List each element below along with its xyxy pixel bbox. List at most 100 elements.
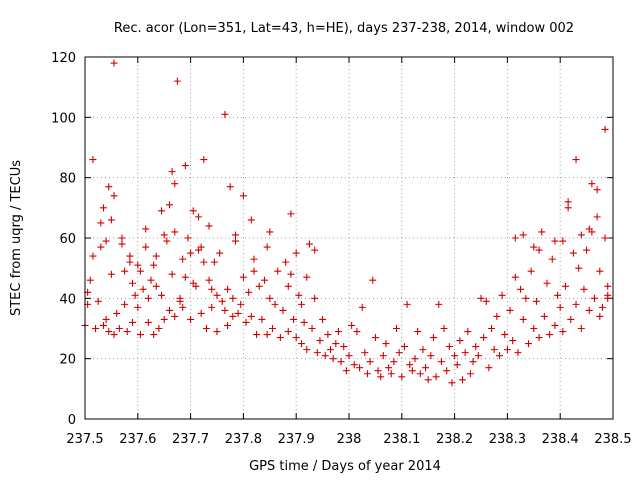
data-point xyxy=(334,328,342,336)
data-point xyxy=(284,328,292,336)
data-point xyxy=(432,373,440,381)
data-point xyxy=(583,246,591,254)
data-point xyxy=(311,246,319,254)
data-point xyxy=(369,276,377,284)
y-axis-ticks: 0 20 40 60 80 100 120 xyxy=(51,51,613,428)
data-point xyxy=(134,303,142,311)
data-point xyxy=(226,183,234,191)
data-point xyxy=(123,328,131,336)
data-point xyxy=(429,334,437,342)
x-tick-label: 237.5 xyxy=(66,432,103,447)
data-point xyxy=(443,367,451,375)
data-point xyxy=(136,267,144,275)
data-point xyxy=(253,331,261,339)
data-point xyxy=(121,300,129,308)
data-point xyxy=(575,264,583,272)
data-point xyxy=(525,340,533,348)
data-point xyxy=(126,258,134,266)
data-point xyxy=(559,237,567,245)
data-point xyxy=(158,291,166,299)
x-tick-label: 238.2 xyxy=(436,432,473,447)
data-point xyxy=(456,337,464,345)
x-tick-label: 237.8 xyxy=(225,432,262,447)
data-point xyxy=(105,183,113,191)
data-point xyxy=(197,309,205,317)
data-point xyxy=(459,376,467,384)
data-point xyxy=(453,361,461,369)
data-point xyxy=(152,252,160,260)
data-point xyxy=(234,309,242,317)
data-point xyxy=(559,328,567,336)
data-point xyxy=(400,343,408,351)
data-point xyxy=(268,325,276,332)
data-point xyxy=(466,370,474,378)
y-tick-label: 20 xyxy=(59,353,76,368)
data-point xyxy=(245,288,253,296)
data-point xyxy=(158,207,166,215)
data-point xyxy=(596,312,604,320)
data-point xyxy=(152,282,160,290)
data-point xyxy=(406,361,414,369)
y-tick-label: 40 xyxy=(59,292,76,307)
data-point xyxy=(480,334,488,342)
data-point xyxy=(208,285,216,293)
data-point xyxy=(514,349,522,357)
data-point xyxy=(535,334,543,342)
x-tick-label: 238.5 xyxy=(594,432,631,447)
data-point xyxy=(422,364,430,372)
y-tick-label: 80 xyxy=(59,172,76,187)
data-point xyxy=(474,352,482,360)
data-point xyxy=(102,237,110,245)
data-point xyxy=(506,306,514,314)
data-point xyxy=(163,237,171,245)
data-point xyxy=(419,346,427,354)
x-axis-label: GPS time / Days of year 2014 xyxy=(249,459,441,474)
data-point xyxy=(363,370,371,378)
x-axis-ticks: 237.5 237.6 237.7 237.8 237.9 238 238.1 238.2 23… xyxy=(66,57,632,447)
data-point xyxy=(290,315,298,323)
x-tick-label: 238.4 xyxy=(542,432,579,447)
data-point xyxy=(403,300,411,308)
y-tick-label: 100 xyxy=(51,111,76,126)
data-point xyxy=(416,370,424,378)
data-point xyxy=(139,285,147,293)
plot-frame xyxy=(84,56,614,420)
data-point xyxy=(348,321,356,329)
data-point xyxy=(110,59,118,67)
data-point xyxy=(319,315,327,323)
data-point xyxy=(171,312,179,320)
data-point xyxy=(171,180,179,188)
data-point xyxy=(564,198,572,206)
data-point xyxy=(147,276,155,284)
data-point xyxy=(292,334,300,342)
data-point xyxy=(118,234,126,242)
data-point xyxy=(495,352,503,360)
y-axis-label: STEC from uqrg / TECUs xyxy=(9,160,24,316)
data-point xyxy=(97,243,105,251)
data-point xyxy=(408,367,416,375)
data-point xyxy=(530,243,538,251)
data-point xyxy=(395,349,403,357)
data-point xyxy=(551,321,559,329)
data-point xyxy=(585,306,593,314)
data-point xyxy=(94,297,102,305)
data-point xyxy=(126,252,134,260)
data-point xyxy=(99,321,107,329)
data-point xyxy=(187,315,195,323)
data-point xyxy=(591,294,599,302)
data-point xyxy=(464,328,472,336)
data-point xyxy=(498,291,506,299)
data-point xyxy=(522,294,530,302)
data-point xyxy=(509,337,517,345)
data-point xyxy=(255,282,263,290)
data-point xyxy=(160,231,168,239)
data-point xyxy=(340,343,348,351)
data-point xyxy=(327,346,335,354)
data-point xyxy=(229,294,237,302)
data-point xyxy=(250,267,258,275)
data-point xyxy=(482,297,490,305)
data-point xyxy=(173,77,181,85)
data-point xyxy=(311,294,319,302)
data-point xyxy=(213,328,221,336)
data-point xyxy=(527,267,535,275)
